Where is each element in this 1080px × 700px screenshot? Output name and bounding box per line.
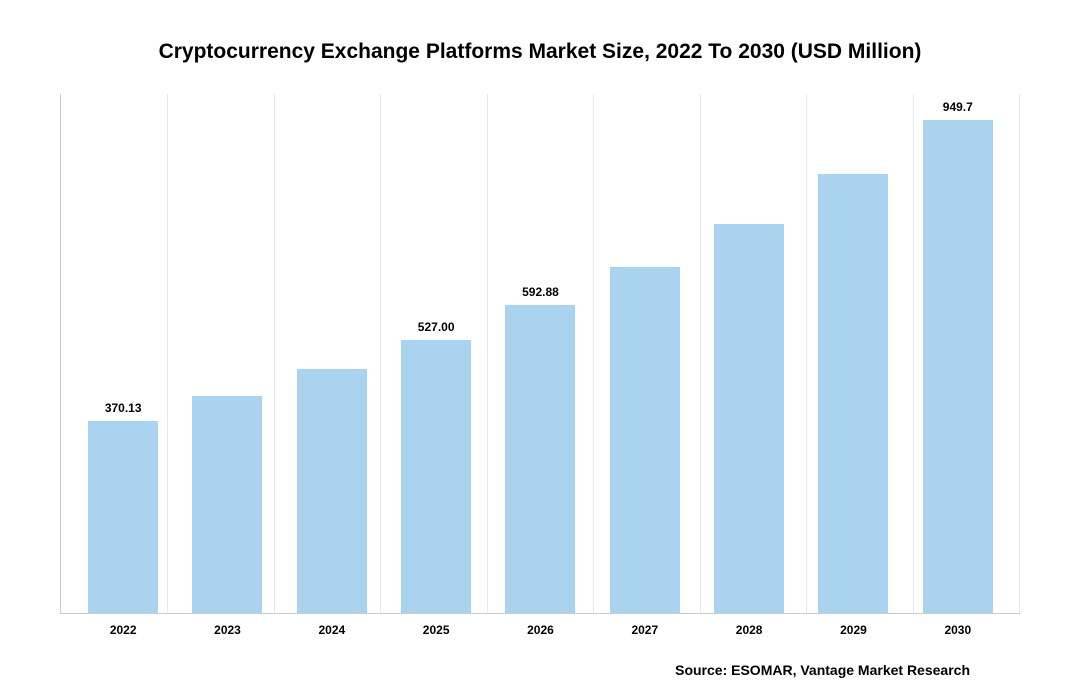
bar-group: [697, 94, 801, 613]
x-axis-label: 2027: [593, 623, 697, 637]
x-axis-label: 2026: [488, 623, 592, 637]
bar: [192, 396, 262, 613]
x-axis-label: 2022: [71, 623, 175, 637]
bar: [610, 267, 680, 613]
x-axis: 2022 2023 2024 2025 2026 2027 2028 2029 …: [61, 623, 1020, 637]
bar-group: 527.00: [384, 94, 488, 613]
x-axis-label: 2023: [175, 623, 279, 637]
x-axis-label: 2030: [906, 623, 1010, 637]
bars-wrap: 370.13 527.00 592.88: [61, 94, 1020, 613]
bar-group: 370.13: [71, 94, 175, 613]
bar: [505, 305, 575, 613]
bar: [818, 174, 888, 613]
bar-value-label: 370.13: [105, 401, 142, 415]
bar-value-label: 527.00: [418, 320, 455, 334]
chart-title: Cryptocurrency Exchange Platforms Market…: [60, 40, 1020, 64]
bar-group: [801, 94, 905, 613]
bar: [923, 120, 993, 613]
bar: [297, 369, 367, 613]
bar-group: 592.88: [488, 94, 592, 613]
x-axis-label: 2025: [384, 623, 488, 637]
source-text: Source: ESOMAR, Vantage Market Research: [675, 662, 970, 678]
bar-group: [175, 94, 279, 613]
bar-value-label: 592.88: [522, 285, 559, 299]
bar-group: 949.7: [906, 94, 1010, 613]
x-axis-label: 2029: [801, 623, 905, 637]
plot-area: 370.13 527.00 592.88: [60, 94, 1020, 614]
bar-group: [280, 94, 384, 613]
x-axis-label: 2028: [697, 623, 801, 637]
chart-container: Cryptocurrency Exchange Platforms Market…: [0, 0, 1080, 700]
bar: [401, 340, 471, 614]
x-axis-label: 2024: [280, 623, 384, 637]
bar-value-label: 949.7: [943, 100, 973, 114]
bar: [88, 421, 158, 613]
bar-group: [593, 94, 697, 613]
bar: [714, 224, 784, 613]
